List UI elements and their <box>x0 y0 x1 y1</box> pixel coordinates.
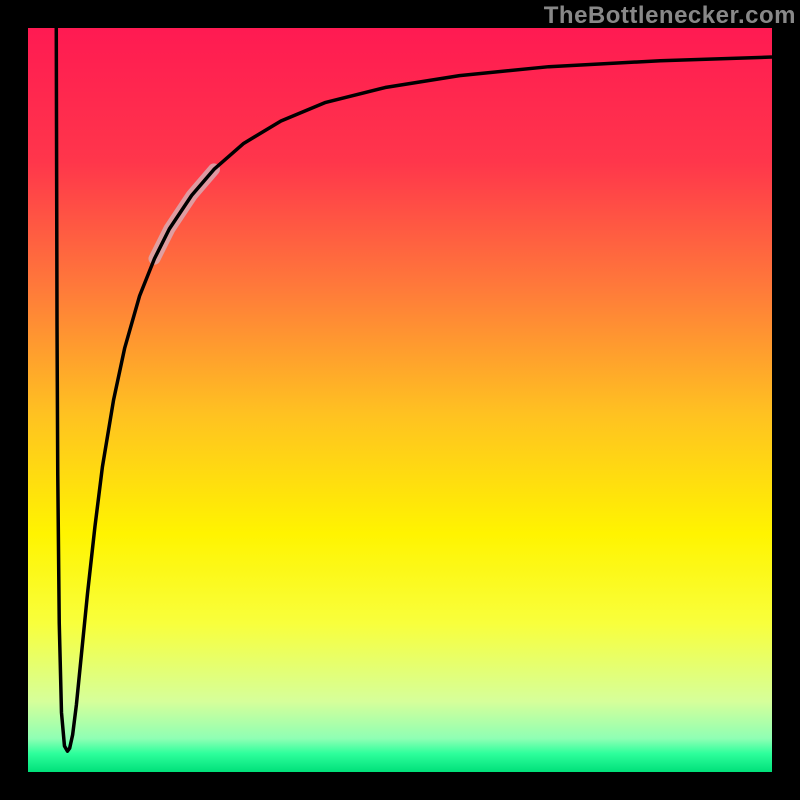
bottleneck-curve-chart: TheBottlenecker.com <box>0 0 800 800</box>
watermark-text: TheBottlenecker.com <box>544 0 800 30</box>
gradient-background <box>28 28 772 772</box>
chart-svg-canvas <box>0 0 800 800</box>
